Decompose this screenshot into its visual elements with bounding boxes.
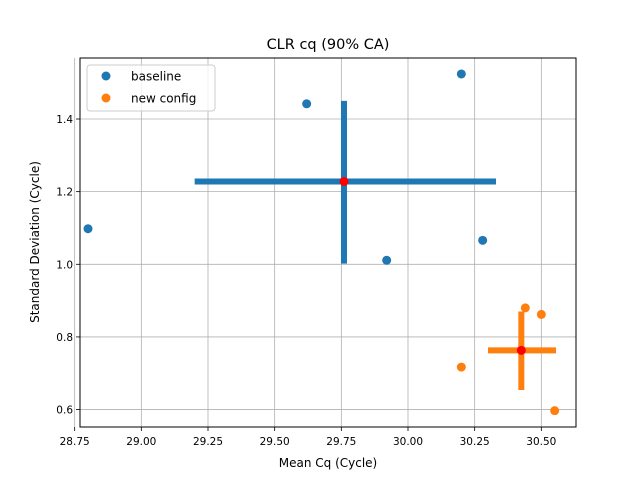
x-tick-label: 29.75 bbox=[326, 436, 356, 448]
legend-marker-baseline bbox=[101, 71, 111, 81]
center-markers bbox=[339, 176, 526, 355]
data-point-new-config bbox=[536, 309, 546, 319]
x-tick-label: 29.50 bbox=[260, 436, 290, 448]
data-point-new-config bbox=[520, 303, 530, 313]
x-axis-label: Mean Cq (Cycle) bbox=[279, 456, 377, 470]
center-marker-baseline bbox=[339, 176, 349, 186]
grid bbox=[74, 58, 576, 427]
y-axis-ticks: 0.6 0.8 1.0 1.2 1.4 bbox=[56, 114, 80, 417]
data-point-new-config bbox=[456, 362, 466, 372]
y-tick-label: 0.6 bbox=[56, 405, 73, 417]
legend-label-new-config: new config bbox=[131, 92, 196, 106]
legend-label-baseline: baseline bbox=[131, 70, 181, 84]
data-point-baseline bbox=[83, 224, 93, 234]
chart-title: CLR cq (90% CA) bbox=[267, 37, 390, 53]
plot-frame bbox=[79, 57, 577, 428]
y-tick-label: 0.8 bbox=[56, 332, 73, 344]
y-tick-label: 1.2 bbox=[56, 187, 73, 199]
legend-box bbox=[86, 64, 216, 112]
x-tick-label: 29.00 bbox=[126, 436, 156, 448]
y-axis-label: Standard Deviation (Cycle) bbox=[28, 161, 42, 323]
data-point-baseline bbox=[302, 99, 312, 109]
x-tick-label: 29.25 bbox=[193, 436, 223, 448]
y-tick-label: 1.0 bbox=[56, 259, 73, 271]
x-tick-label: 30.00 bbox=[393, 436, 423, 448]
data-point-new-config bbox=[550, 406, 560, 416]
legend: baseline new config bbox=[86, 64, 216, 112]
x-tick-label: 28.75 bbox=[60, 436, 90, 448]
data-point-baseline bbox=[382, 255, 392, 265]
legend-marker-new-config bbox=[101, 93, 111, 103]
y-tick-label: 1.4 bbox=[56, 114, 73, 126]
x-tick-label: 30.50 bbox=[526, 436, 556, 448]
data-points bbox=[83, 69, 560, 416]
center-marker-new-config bbox=[516, 345, 526, 355]
data-point-baseline bbox=[456, 69, 466, 79]
x-axis-ticks: 28.75 29.00 29.25 29.50 29.75 30.00 30.25 30.50 bbox=[60, 427, 556, 448]
x-tick-label: 30.25 bbox=[460, 436, 490, 448]
data-point-baseline bbox=[478, 235, 488, 245]
